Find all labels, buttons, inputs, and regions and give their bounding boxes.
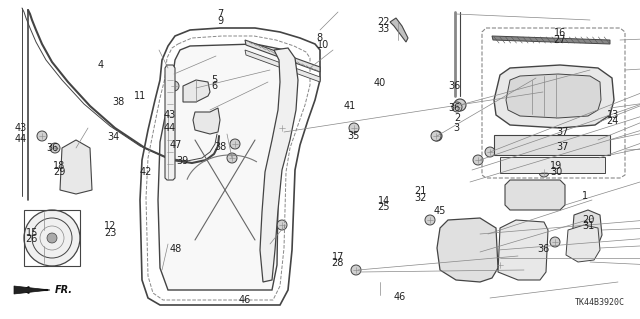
Polygon shape bbox=[245, 50, 320, 82]
Text: 16: 16 bbox=[554, 28, 566, 39]
Text: 46: 46 bbox=[394, 292, 406, 302]
Polygon shape bbox=[60, 140, 92, 194]
Text: 23: 23 bbox=[104, 228, 116, 238]
Polygon shape bbox=[494, 135, 610, 155]
Polygon shape bbox=[183, 80, 210, 102]
Text: 5: 5 bbox=[211, 75, 218, 85]
Circle shape bbox=[495, 260, 505, 270]
Text: 10: 10 bbox=[317, 40, 329, 50]
Circle shape bbox=[24, 210, 80, 266]
Text: 32: 32 bbox=[414, 193, 426, 203]
Text: 17: 17 bbox=[332, 252, 344, 262]
Circle shape bbox=[277, 123, 287, 133]
Circle shape bbox=[47, 233, 57, 243]
Text: 26: 26 bbox=[26, 234, 38, 244]
Polygon shape bbox=[494, 65, 614, 128]
Text: 37: 37 bbox=[557, 142, 569, 152]
Circle shape bbox=[37, 131, 47, 141]
Text: 4: 4 bbox=[97, 60, 104, 70]
Circle shape bbox=[169, 81, 179, 91]
Polygon shape bbox=[193, 108, 220, 134]
Text: 21: 21 bbox=[414, 186, 426, 197]
Text: 14: 14 bbox=[378, 196, 390, 206]
Text: 45: 45 bbox=[434, 205, 446, 216]
Text: 44: 44 bbox=[164, 122, 176, 133]
Text: 22: 22 bbox=[378, 17, 390, 27]
Text: 38: 38 bbox=[214, 142, 227, 152]
Text: 40: 40 bbox=[373, 78, 385, 88]
Text: 36: 36 bbox=[538, 244, 550, 254]
Text: 19: 19 bbox=[550, 161, 563, 171]
Polygon shape bbox=[158, 44, 296, 290]
Polygon shape bbox=[506, 74, 601, 118]
Text: 37: 37 bbox=[557, 127, 569, 137]
Text: 36: 36 bbox=[448, 103, 460, 114]
Polygon shape bbox=[505, 180, 565, 210]
Text: 2: 2 bbox=[454, 113, 461, 123]
Polygon shape bbox=[245, 40, 320, 72]
Text: 42: 42 bbox=[140, 167, 152, 177]
Polygon shape bbox=[500, 157, 605, 173]
Text: 20: 20 bbox=[582, 215, 595, 225]
Circle shape bbox=[452, 102, 462, 112]
Text: 18: 18 bbox=[53, 161, 65, 171]
Circle shape bbox=[227, 153, 237, 163]
Text: 30: 30 bbox=[550, 167, 563, 177]
Text: TK44B3920C: TK44B3920C bbox=[575, 298, 625, 307]
Circle shape bbox=[425, 215, 435, 225]
Text: 43: 43 bbox=[15, 122, 27, 133]
Text: 47: 47 bbox=[170, 140, 182, 150]
Text: 28: 28 bbox=[332, 258, 344, 268]
Polygon shape bbox=[566, 225, 600, 262]
Text: 9: 9 bbox=[218, 16, 224, 26]
Text: 12: 12 bbox=[104, 221, 116, 232]
Text: 31: 31 bbox=[582, 221, 595, 232]
Text: 39: 39 bbox=[177, 156, 189, 166]
Text: 36: 36 bbox=[448, 81, 460, 91]
Text: 24: 24 bbox=[607, 116, 619, 126]
Text: 46: 46 bbox=[239, 295, 251, 305]
Text: 33: 33 bbox=[378, 24, 390, 34]
Polygon shape bbox=[260, 48, 298, 282]
Circle shape bbox=[539, 167, 549, 177]
Circle shape bbox=[485, 147, 495, 157]
Text: 13: 13 bbox=[607, 110, 619, 120]
Circle shape bbox=[277, 220, 287, 230]
Text: 29: 29 bbox=[53, 167, 65, 177]
Text: 25: 25 bbox=[378, 202, 390, 212]
Circle shape bbox=[349, 123, 359, 133]
Circle shape bbox=[550, 237, 560, 247]
Text: 38: 38 bbox=[112, 97, 124, 107]
Text: 35: 35 bbox=[348, 130, 360, 141]
Text: 8: 8 bbox=[317, 33, 323, 43]
Text: 3: 3 bbox=[453, 123, 460, 133]
Text: 43: 43 bbox=[164, 110, 176, 120]
Circle shape bbox=[454, 99, 466, 111]
Circle shape bbox=[351, 265, 361, 275]
Circle shape bbox=[230, 139, 240, 149]
Text: 6: 6 bbox=[211, 81, 218, 91]
Polygon shape bbox=[165, 65, 175, 180]
Text: 44: 44 bbox=[15, 134, 27, 144]
Text: 15: 15 bbox=[26, 228, 38, 238]
Polygon shape bbox=[572, 210, 602, 248]
Circle shape bbox=[50, 143, 60, 153]
Text: 36: 36 bbox=[46, 143, 58, 153]
Text: FR.: FR. bbox=[55, 285, 73, 295]
Polygon shape bbox=[492, 36, 610, 44]
Text: 7: 7 bbox=[218, 9, 224, 19]
Circle shape bbox=[431, 131, 441, 141]
Text: 1: 1 bbox=[582, 191, 589, 201]
Polygon shape bbox=[390, 18, 408, 42]
Polygon shape bbox=[498, 220, 548, 280]
Circle shape bbox=[432, 131, 442, 141]
Text: 48: 48 bbox=[170, 244, 182, 255]
Text: 34: 34 bbox=[108, 132, 120, 142]
Text: 27: 27 bbox=[554, 35, 566, 45]
Circle shape bbox=[473, 155, 483, 165]
Text: 41: 41 bbox=[344, 101, 356, 111]
Polygon shape bbox=[14, 286, 50, 294]
Polygon shape bbox=[437, 218, 498, 282]
Text: 11: 11 bbox=[134, 91, 147, 101]
